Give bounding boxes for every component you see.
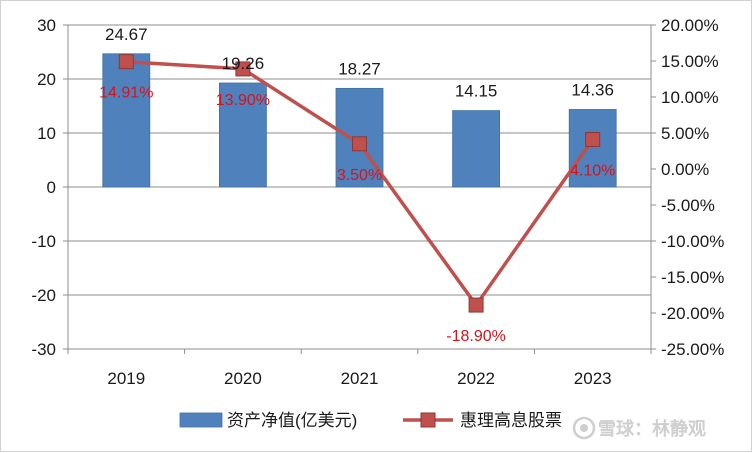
snowball-icon-core [580, 424, 588, 432]
line-marker-2022 [468, 297, 484, 313]
bar-2023 [568, 109, 617, 188]
line-marker-2023 [585, 131, 601, 147]
right-tick-label: 0.00% [661, 160, 709, 179]
legend-line-marker [420, 412, 436, 428]
x-tick-label: 2022 [457, 369, 495, 388]
line-value-label: 14.91% [99, 85, 153, 102]
line-marker-2019 [118, 54, 134, 70]
line-value-label: -18.90% [446, 328, 506, 345]
legend-bar-swatch [179, 412, 223, 428]
bar-value-label: 19.26 [222, 54, 265, 73]
bar-value-label: 14.15 [455, 82, 498, 101]
snowball-icon [572, 416, 596, 440]
line-value-label: 3.50% [337, 167, 382, 184]
left-tick-label: -30 [31, 340, 56, 359]
line-value-label: 4.10% [570, 162, 615, 179]
right-tick-label: 10.00% [661, 88, 719, 107]
left-tick-label: 0 [47, 178, 56, 197]
line-marker-2020 [235, 61, 251, 77]
left-tick-label: -20 [31, 286, 56, 305]
snowball-icon-ring [572, 416, 596, 440]
left-tick-label: 10 [37, 124, 56, 143]
right-tick-label: -10.00% [661, 232, 724, 251]
left-tick-label: 30 [37, 16, 56, 35]
bar-value-label: 14.36 [571, 80, 614, 99]
left-tick-label: -10 [31, 232, 56, 251]
line-value-label: 13.90% [216, 92, 270, 109]
right-tick-label: 5.00% [661, 124, 709, 143]
right-tick-label: -25.00% [661, 340, 724, 359]
legend-line-label: 惠理高息股票 [460, 411, 562, 430]
right-tick-label: -20.00% [661, 304, 724, 323]
right-tick-label: -5.00% [661, 196, 715, 215]
bar-2019 [102, 53, 151, 188]
bar-2022 [452, 110, 501, 188]
right-tick-label: 15.00% [661, 52, 719, 71]
x-tick-label: 2019 [107, 369, 145, 388]
bar-value-label: 18.27 [338, 59, 381, 78]
left-tick-label: 20 [37, 70, 56, 89]
watermark-text: 雪球：林静观 [598, 418, 706, 439]
bar-2020 [218, 82, 267, 188]
x-tick-label: 2020 [224, 369, 262, 388]
line-marker-2021 [352, 136, 367, 152]
right-tick-label: -15.00% [661, 268, 724, 287]
right-tick-label: 20.00% [661, 16, 719, 35]
x-tick-label: 2023 [574, 369, 612, 388]
bar-value-label: 24.67 [105, 25, 148, 44]
legend-bar-label: 资产净值(亿美元) [227, 411, 357, 430]
x-tick-label: 2021 [341, 369, 379, 388]
